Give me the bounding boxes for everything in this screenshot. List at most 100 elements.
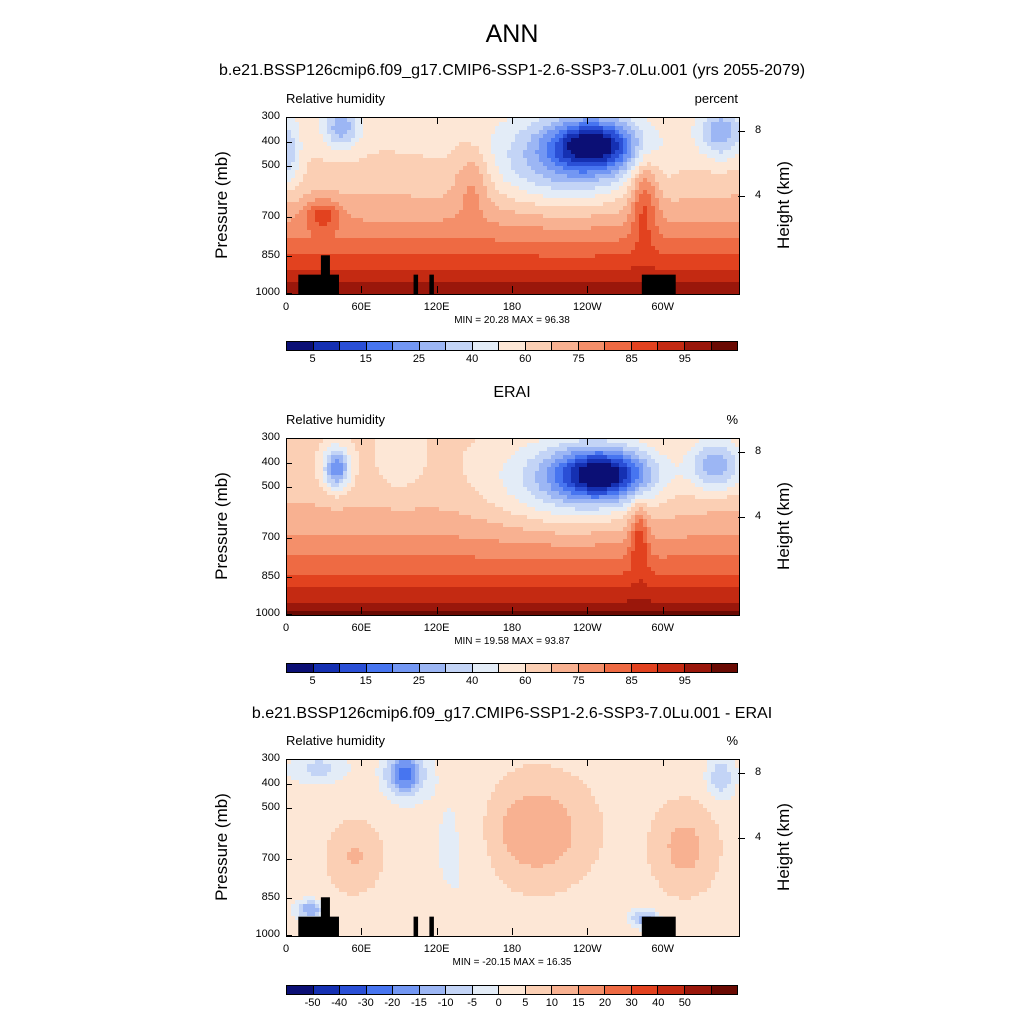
longitude-tick [361,928,363,935]
colorbar-swatch [472,986,500,994]
variable-label: Relative humidity [286,91,385,106]
height-tick [738,196,745,198]
height-tick [738,517,745,519]
longitude-tick [361,438,363,445]
longitude-tick-label: 180 [502,622,522,634]
pressure-tick [286,759,292,760]
pressure-tick [286,217,292,219]
colorbar-label: 85 [625,353,638,365]
colorbar-label: 15 [359,353,372,365]
height-tick-label: 8 [755,766,762,779]
colorbar-label: 20 [598,997,612,1009]
terrain-mask [413,274,419,294]
longitude-tick-label: 120E [423,622,450,634]
colorbar-swatch [684,342,712,350]
longitude-tick-label: 120W [572,301,602,313]
longitude-tick [436,928,438,935]
pressure-tick [286,141,292,143]
colorbar-swatch [287,664,314,672]
colorbar-label: -30 [357,997,374,1009]
colorbar-swatch [605,986,632,994]
colorbar-label: 60 [519,353,532,365]
colorbar [286,341,738,351]
longitude-tick [512,286,513,293]
pressure-tick [286,487,292,489]
colorbar-swatch [658,986,685,994]
longitude-tick [286,928,287,935]
longitude-tick [512,438,513,445]
longitude-tick [361,607,363,614]
heatmap-plot [286,759,740,937]
colorbar-swatch [366,986,394,994]
colorbar-swatch [340,986,367,994]
colorbar-label: 5 [309,675,316,687]
colorbar-label: 75 [572,675,585,687]
height-tick-label: 4 [755,510,762,523]
pressure-tick-label: 500 [261,801,280,814]
colorbar-swatch [499,664,526,672]
colorbar-swatch [313,664,341,672]
colorbar-swatch [340,664,367,672]
height-tick-label: 4 [755,831,762,844]
colorbar-swatch [366,342,394,350]
longitude-tick-label: 180 [502,301,522,313]
colorbar-swatch [472,664,500,672]
pressure-tick [286,462,292,464]
colorbar-label: 40 [652,997,665,1009]
colorbar-label: 15 [572,997,585,1009]
longitude-tick [436,286,438,293]
colorbar-swatch [684,664,712,672]
colorbar-label: 15 [359,675,372,687]
longitude-tick-label: 60E [351,622,372,634]
pressure-tick-label: 300 [261,431,280,443]
pressure-tick [286,166,292,168]
colorbar [286,985,738,995]
colorbar-swatch [631,986,659,994]
colorbar-swatch [287,986,314,994]
pressure-tick-label: 700 [261,852,280,865]
pressure-axis-label: Pressure (mb) [212,472,231,580]
longitude-tick [587,286,589,293]
colorbar-label: 40 [465,675,479,687]
colorbar-swatch [552,986,579,994]
pressure-tick-label: 850 [261,249,280,262]
longitude-tick [662,117,664,124]
colorbar-label: -20 [384,997,401,1009]
colorbar-swatch [313,342,341,350]
height-tick-label: 4 [755,189,762,202]
longitude-tick [286,759,287,766]
longitude-tick [286,286,287,293]
colorbar-swatch [552,342,579,350]
colorbar-swatch [393,664,420,672]
longitude-tick [587,607,589,614]
longitude-tick-label: 60E [351,301,372,313]
colorbar-swatch [578,664,606,672]
colorbar-swatch [419,986,447,994]
colorbar-label: 60 [519,675,532,687]
terrain-mask [429,274,434,294]
terrain-mask [429,916,434,936]
terrain-mask [298,274,339,294]
longitude-tick [436,438,438,445]
colorbar-swatch [393,342,420,350]
colorbar-label: 40 [465,353,479,365]
longitude-tick [662,759,664,766]
longitude-tick [286,607,287,614]
colorbar-swatch [578,342,606,350]
height-tick [738,131,745,133]
min-max-stats: MIN = -20.15 MAX = 16.35 [452,957,572,968]
variable-label: Relative humidity [286,412,385,427]
colorbar-label: 25 [412,353,426,365]
colorbar-swatch [711,342,738,350]
pressure-axis-label: Pressure (mb) [212,151,231,259]
colorbar-swatch [631,342,659,350]
colorbar-swatch [605,664,632,672]
longitude-tick-label: 120W [572,943,602,955]
terrain-mask [641,274,676,294]
pressure-tick-label: 700 [261,531,280,544]
longitude-tick [436,117,438,124]
colorbar-label: -40 [331,997,348,1009]
colorbar-label: 10 [545,997,558,1009]
pressure-tick-label: 300 [261,110,280,122]
